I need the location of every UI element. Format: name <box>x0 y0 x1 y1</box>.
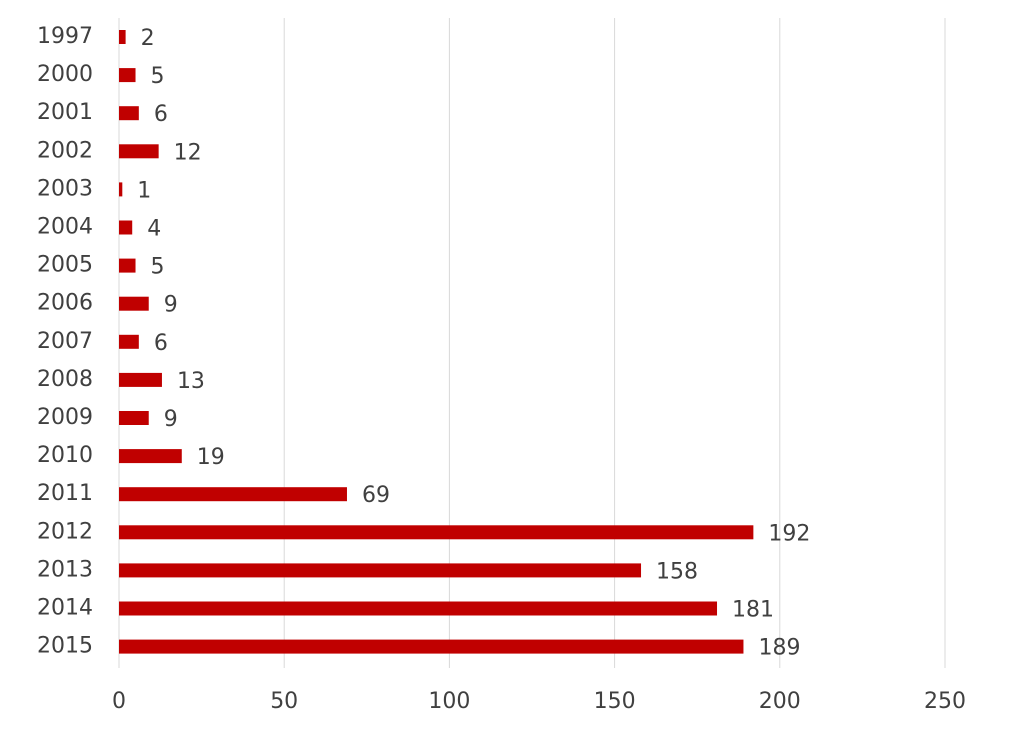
category-label: 2012 <box>37 519 93 544</box>
x-tick-label: 250 <box>924 689 966 714</box>
x-tick-label: 200 <box>759 689 801 714</box>
category-label: 2001 <box>37 100 93 125</box>
bar-2011 <box>119 487 347 502</box>
bar-2006 <box>119 296 149 311</box>
data-label: 12 <box>174 140 202 165</box>
data-label: 6 <box>154 331 168 356</box>
bar-1997 <box>119 30 126 44</box>
category-label: 2007 <box>37 329 93 354</box>
category-label: 2015 <box>37 634 93 659</box>
data-label: 9 <box>164 293 178 318</box>
bar-2012 <box>119 525 754 540</box>
data-label: 6 <box>154 102 168 127</box>
data-label: 69 <box>362 483 390 508</box>
bar-2010 <box>119 449 182 464</box>
data-label: 192 <box>768 521 810 546</box>
category-label: 2000 <box>37 62 93 87</box>
data-label: 4 <box>147 217 161 242</box>
category-label: 2003 <box>37 176 93 201</box>
bar-2002 <box>119 144 159 159</box>
x-tick-label: 0 <box>112 689 126 714</box>
data-label: 5 <box>151 64 165 89</box>
data-label: 189 <box>758 636 800 661</box>
data-label: 2 <box>141 26 155 51</box>
category-label: 2004 <box>37 215 93 240</box>
bar-2004 <box>119 220 133 235</box>
bar-2007 <box>119 334 139 349</box>
x-tick-label: 50 <box>270 689 298 714</box>
x-tick-label: 150 <box>594 689 636 714</box>
bar-2015 <box>119 639 744 654</box>
category-label: 2009 <box>37 405 93 430</box>
category-label: 2008 <box>37 367 93 392</box>
category-label: 2005 <box>37 253 93 278</box>
data-label: 181 <box>732 598 774 623</box>
bar-2014 <box>119 601 718 616</box>
data-label: 9 <box>164 407 178 432</box>
category-label: 1997 <box>37 24 93 49</box>
bar-2013 <box>119 563 642 578</box>
category-label: 2006 <box>37 291 93 316</box>
category-labels: 1997 2000 2001 2002 2003 2004 2005 2006 2007 2008… <box>37 24 93 659</box>
data-label: 158 <box>656 559 698 584</box>
category-label: 2002 <box>37 138 93 163</box>
bar-2001 <box>119 106 139 121</box>
bar-2009 <box>119 411 149 425</box>
bar-2000 <box>119 68 136 83</box>
category-label: 2013 <box>37 557 93 582</box>
x-tick-label: 100 <box>428 689 470 714</box>
bars <box>119 30 754 654</box>
data-label: 19 <box>197 445 225 470</box>
x-axis-tick-labels: 0 50 100 150 200 250 <box>112 689 966 714</box>
bar-2008 <box>119 372 162 387</box>
data-label: 13 <box>177 369 205 394</box>
category-label: 2010 <box>37 443 93 468</box>
category-label: 2014 <box>37 596 93 621</box>
bar-2005 <box>119 258 136 273</box>
bar-2003 <box>119 182 123 197</box>
data-label: 1 <box>137 178 151 203</box>
gridlines <box>118 18 946 668</box>
data-label: 5 <box>151 255 165 280</box>
category-label: 2011 <box>37 481 93 506</box>
